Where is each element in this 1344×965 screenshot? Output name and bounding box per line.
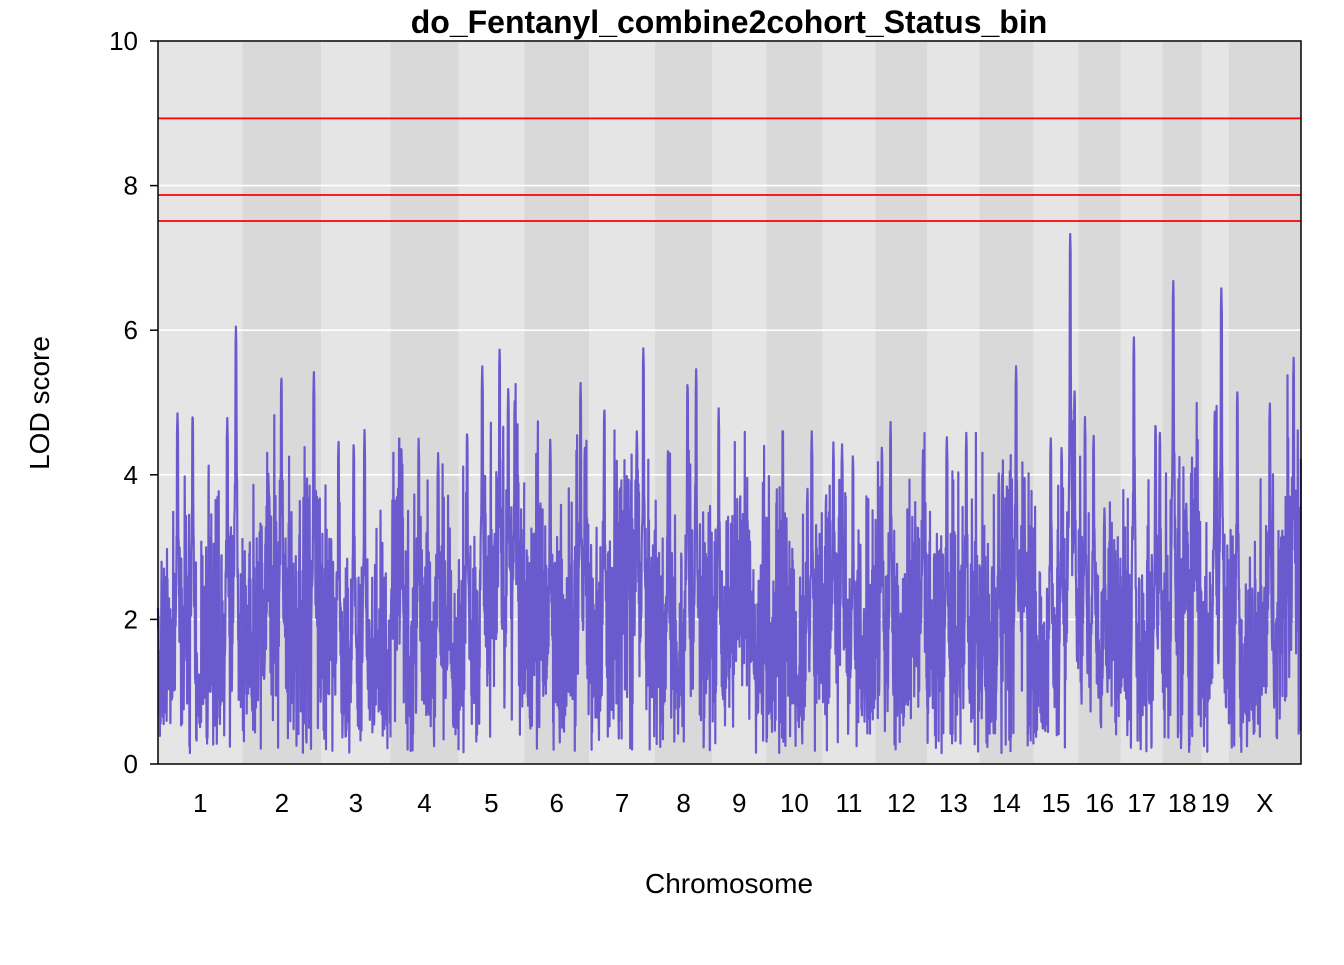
lod-line-chr-16 <box>1077 415 1122 736</box>
lod-line-chr-5 <box>457 348 526 754</box>
x-tick-label-chr-15: 15 <box>1041 788 1070 818</box>
x-axis: 1 2 3 4 5 6 7 8 9 10 11 12 13 14 15 16 17 18 19 X <box>193 788 1274 818</box>
lod-series <box>156 232 1302 755</box>
x-tick-label-chr-X: X <box>1256 788 1273 818</box>
lod-line-chr-8 <box>653 368 714 752</box>
x-tick-label-chr-16: 16 <box>1085 788 1114 818</box>
y-axis: 0 2 4 6 8 10 <box>109 26 158 779</box>
y-tick-label-10: 10 <box>109 26 138 56</box>
lod-line-chr-13 <box>926 431 981 755</box>
x-tick-label-chr-8: 8 <box>676 788 690 818</box>
lod-line-chr-10 <box>765 430 824 755</box>
x-tick-label-chr-12: 12 <box>887 788 916 818</box>
lod-line-chr-9 <box>711 407 768 754</box>
lod-line-chr-18 <box>1161 279 1203 754</box>
y-tick-label-4: 4 <box>124 460 138 490</box>
lod-line-chr-17 <box>1119 336 1164 753</box>
lod-line-chr-6 <box>523 381 591 752</box>
y-tick-label-6: 6 <box>124 315 138 345</box>
lod-line-chr-2 <box>241 371 323 754</box>
lod-line-chr-1 <box>156 325 244 755</box>
lod-line-chr-3 <box>320 428 392 754</box>
y-tick-label-8: 8 <box>124 171 138 201</box>
lod-line-chr-14 <box>978 365 1035 755</box>
x-tick-label-chr-17: 17 <box>1127 788 1156 818</box>
threshold-lines <box>158 117 1301 222</box>
x-tick-label-chr-13: 13 <box>939 788 968 818</box>
lod-line-chr-15 <box>1032 232 1080 749</box>
x-tick-label-chr-5: 5 <box>484 788 498 818</box>
x-tick-label-chr-11: 11 <box>835 788 862 818</box>
x-tick-label-chr-2: 2 <box>275 788 289 818</box>
x-tick-label-chr-19: 19 <box>1201 788 1230 818</box>
x-tick-label-chr-1: 1 <box>193 788 207 818</box>
x-tick-label-chr-4: 4 <box>417 788 431 818</box>
x-tick-label-chr-18: 18 <box>1168 788 1197 818</box>
x-tick-label-chr-6: 6 <box>550 788 564 818</box>
x-tick-label-chr-10: 10 <box>780 788 809 818</box>
y-tick-label-0: 0 <box>124 749 138 779</box>
lod-line-chr-11 <box>821 441 877 752</box>
lod-line-chr-19 <box>1200 287 1230 753</box>
lod-line-chr-12 <box>874 420 929 751</box>
x-axis-title: Chromosome <box>645 868 813 899</box>
x-tick-label-chr-3: 3 <box>349 788 363 818</box>
x-tick-label-chr-7: 7 <box>615 788 629 818</box>
y-tick-label-2: 2 <box>124 604 138 634</box>
lod-line-chr-X <box>1227 356 1302 754</box>
lod-line-chr-4 <box>389 437 460 753</box>
chart-title: do_Fentanyl_combine2cohort_Status_bin <box>411 4 1048 40</box>
y-axis-title: LOD score <box>24 336 55 470</box>
plot-frame <box>157 40 1302 765</box>
x-tick-label-chr-14: 14 <box>992 788 1021 818</box>
x-tick-label-chr-9: 9 <box>732 788 746 818</box>
lod-line-chr-7 <box>588 347 657 751</box>
